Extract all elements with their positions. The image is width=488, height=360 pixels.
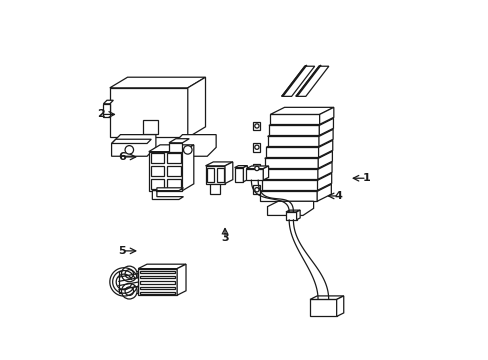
Polygon shape xyxy=(140,276,175,278)
Polygon shape xyxy=(267,136,318,146)
Polygon shape xyxy=(216,168,223,182)
Polygon shape xyxy=(262,180,317,190)
Circle shape xyxy=(254,124,259,128)
Polygon shape xyxy=(267,129,332,136)
Polygon shape xyxy=(253,185,260,194)
Polygon shape xyxy=(253,122,260,130)
Text: 6: 6 xyxy=(118,152,126,162)
Circle shape xyxy=(121,283,137,299)
Polygon shape xyxy=(319,107,333,124)
Circle shape xyxy=(121,266,137,282)
Polygon shape xyxy=(296,210,300,220)
Polygon shape xyxy=(253,143,260,152)
Polygon shape xyxy=(234,168,243,182)
Polygon shape xyxy=(187,77,205,138)
Text: 2: 2 xyxy=(97,109,104,120)
Circle shape xyxy=(254,166,259,171)
Polygon shape xyxy=(317,184,331,201)
Polygon shape xyxy=(173,135,216,156)
Polygon shape xyxy=(111,135,156,156)
Polygon shape xyxy=(140,271,175,273)
Polygon shape xyxy=(319,118,333,135)
Polygon shape xyxy=(317,173,331,190)
Polygon shape xyxy=(309,296,343,300)
Polygon shape xyxy=(138,264,185,269)
Polygon shape xyxy=(246,166,268,168)
Polygon shape xyxy=(318,151,332,168)
Polygon shape xyxy=(268,118,333,125)
Polygon shape xyxy=(140,282,175,284)
Polygon shape xyxy=(224,162,232,184)
Polygon shape xyxy=(265,140,332,147)
Circle shape xyxy=(254,188,259,192)
Polygon shape xyxy=(243,166,247,182)
Polygon shape xyxy=(140,287,175,289)
Polygon shape xyxy=(167,179,181,189)
Polygon shape xyxy=(295,66,328,96)
Polygon shape xyxy=(285,210,300,212)
Polygon shape xyxy=(148,145,193,152)
Polygon shape xyxy=(268,125,319,135)
Polygon shape xyxy=(103,100,113,104)
Polygon shape xyxy=(270,107,333,114)
Polygon shape xyxy=(150,166,163,176)
Polygon shape xyxy=(150,179,163,189)
Text: 5: 5 xyxy=(118,246,126,256)
Polygon shape xyxy=(253,164,260,173)
Circle shape xyxy=(125,145,133,154)
Polygon shape xyxy=(264,151,332,158)
Polygon shape xyxy=(152,188,183,199)
Polygon shape xyxy=(142,120,158,134)
Polygon shape xyxy=(138,269,177,295)
Polygon shape xyxy=(111,139,151,144)
Polygon shape xyxy=(281,66,314,96)
Polygon shape xyxy=(336,296,343,316)
Polygon shape xyxy=(205,162,232,166)
Polygon shape xyxy=(206,168,213,182)
Polygon shape xyxy=(110,88,187,138)
Text: 1: 1 xyxy=(362,173,370,183)
Polygon shape xyxy=(264,158,318,168)
Polygon shape xyxy=(210,184,220,194)
Text: 4: 4 xyxy=(334,191,342,201)
Polygon shape xyxy=(234,166,247,168)
Polygon shape xyxy=(169,139,189,143)
Polygon shape xyxy=(103,104,110,117)
Polygon shape xyxy=(110,77,205,88)
Polygon shape xyxy=(177,264,185,295)
Polygon shape xyxy=(260,192,317,201)
Polygon shape xyxy=(295,65,321,96)
Polygon shape xyxy=(119,271,138,293)
Polygon shape xyxy=(263,169,317,179)
Polygon shape xyxy=(262,173,331,180)
Circle shape xyxy=(183,145,192,154)
Polygon shape xyxy=(270,114,319,124)
Polygon shape xyxy=(263,162,331,169)
Polygon shape xyxy=(318,140,332,157)
Polygon shape xyxy=(281,65,306,96)
Polygon shape xyxy=(267,201,313,215)
Polygon shape xyxy=(265,147,318,157)
Polygon shape xyxy=(150,153,163,163)
Polygon shape xyxy=(309,300,336,316)
Polygon shape xyxy=(148,152,182,191)
Circle shape xyxy=(125,270,133,278)
Text: 3: 3 xyxy=(221,234,228,243)
Polygon shape xyxy=(167,166,181,176)
Polygon shape xyxy=(317,162,331,179)
Circle shape xyxy=(125,287,133,296)
Polygon shape xyxy=(169,143,182,152)
Polygon shape xyxy=(246,168,263,180)
Polygon shape xyxy=(205,166,224,184)
Circle shape xyxy=(254,145,259,149)
Polygon shape xyxy=(140,292,175,294)
Polygon shape xyxy=(167,153,181,163)
Polygon shape xyxy=(263,166,268,180)
Polygon shape xyxy=(285,212,296,220)
Polygon shape xyxy=(260,184,331,192)
Polygon shape xyxy=(182,145,193,191)
Polygon shape xyxy=(318,129,332,146)
